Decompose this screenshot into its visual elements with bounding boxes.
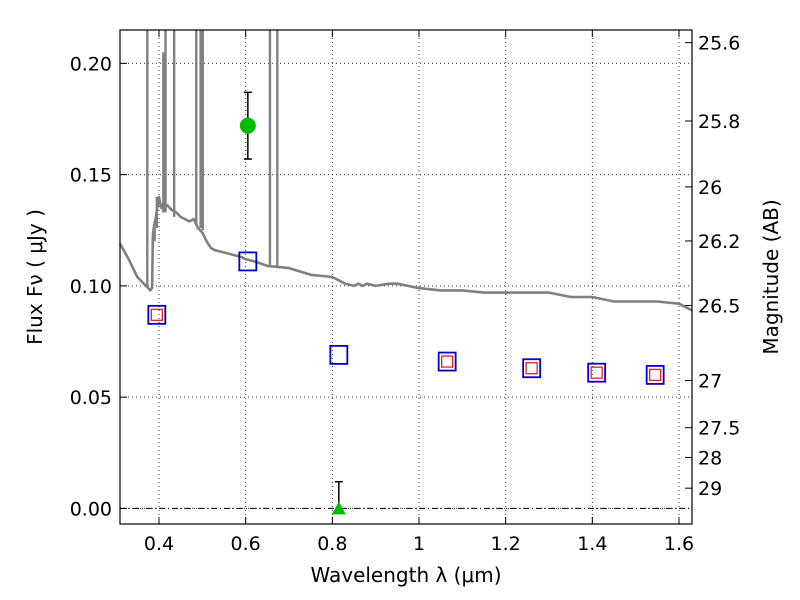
mag-tick-label: 29 (698, 478, 722, 500)
mag-tick-label: 28 (698, 447, 722, 469)
y-axis-label: Flux Fν ( μJy ) (23, 209, 47, 345)
model-photometry-marker (147, 304, 167, 325)
y-axis-label-right: Magnitude (AB) (759, 199, 783, 354)
x-tick-label: 0.6 (231, 533, 261, 555)
observed-photometry-marker (649, 368, 662, 382)
model-photometry-marker (645, 365, 665, 385)
model-photometry-marker (437, 351, 457, 372)
mag-tick-label: 25.6 (698, 33, 740, 55)
sed-spectrum (118, 30, 693, 312)
model-photometry-marker (329, 344, 349, 365)
sed-continuum-line (118, 195, 693, 312)
plot-frame (119, 29, 693, 525)
detection-marker (239, 117, 256, 134)
mag-tick-label: 27.5 (698, 418, 740, 440)
mag-tick-label: 26.2 (698, 231, 740, 253)
observed-photometry-marker (441, 355, 454, 368)
x-tick-label: 0.4 (144, 533, 174, 555)
x-tick-label: 1 (413, 533, 425, 555)
photometry-points (147, 91, 665, 515)
x-tick-label: 1.4 (577, 533, 607, 555)
model-photometry-marker (238, 251, 258, 272)
mag-tick-label: 26.5 (698, 295, 740, 317)
upper-limit-marker (331, 501, 346, 515)
axis-ticks: 0.4 0.6 0.8 1 1.2 1.4 1.6 0.00 0.05 0.10 0.15 0.20 2… (70, 30, 740, 555)
observed-photometry-marker (150, 308, 163, 321)
y-tick-label: 0.10 (70, 276, 112, 298)
observed-photometry-marker (525, 362, 538, 375)
model-photometry-marker (522, 358, 542, 379)
mag-tick-label: 26 (698, 177, 722, 199)
x-tick-label: 1.6 (664, 533, 694, 555)
x-tick-label: 0.8 (317, 533, 347, 555)
y-tick-label: 0.05 (70, 387, 112, 409)
mag-tick-label: 27 (698, 370, 722, 392)
model-photometry-marker (587, 362, 607, 383)
mag-tick-label: 25.8 (698, 111, 740, 133)
y-tick-label: 0.00 (70, 498, 112, 520)
observed-photometry-marker (590, 366, 603, 379)
x-axis-label: Wavelength λ (μm) (310, 563, 501, 587)
y-tick-label: 0.20 (70, 53, 112, 75)
x-tick-label: 1.2 (491, 533, 521, 555)
grid (120, 30, 692, 524)
y-tick-label: 0.15 (70, 165, 112, 187)
